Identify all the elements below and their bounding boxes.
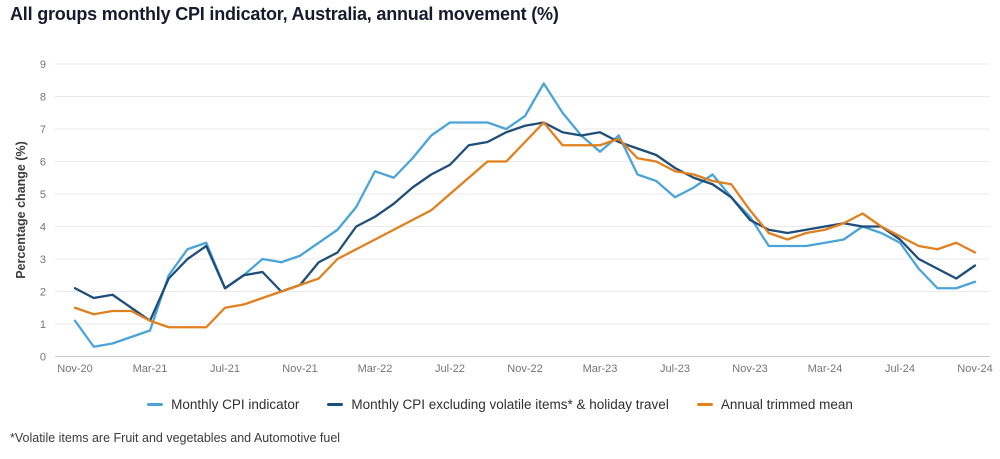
svg-text:5: 5 [40,189,46,201]
y-axis-tick-labels: 0 1 2 3 4 5 6 7 8 9 [40,59,46,364]
svg-text:8: 8 [40,92,46,104]
svg-text:Nov-22: Nov-22 [507,363,542,375]
svg-text:Mar-24: Mar-24 [808,363,843,375]
series-line-2 [73,121,977,329]
legend-item-trimmed-mean[interactable]: Annual trimmed mean [696,397,853,412]
svg-text:0: 0 [40,352,46,364]
svg-text:Jul-22: Jul-22 [435,363,465,375]
legend-label: Monthly CPI indicator [171,397,300,412]
svg-text:Nov-24: Nov-24 [957,363,992,375]
svg-text:Mar-22: Mar-22 [358,363,393,375]
legend-label: Annual trimmed mean [720,397,853,412]
svg-text:2: 2 [40,287,46,299]
chart-legend: Monthly CPI indicator Monthly CPI exclud… [0,397,1000,412]
legend-label: Monthly CPI excluding volatile items* & … [351,397,669,412]
page-title: All groups monthly CPI indicator, Austra… [10,4,559,24]
svg-text:Nov-23: Nov-23 [732,363,767,375]
svg-text:Jul-23: Jul-23 [660,363,690,375]
legend-item-cpi-excluding-volatile[interactable]: Monthly CPI excluding volatile items* & … [327,397,669,412]
footnote: *Volatile items are Fruit and vegetables… [10,431,341,445]
svg-text:Mar-21: Mar-21 [133,363,168,375]
gridlines [55,63,990,357]
x-axis-tick-labels: Nov-20 Mar-21 Jul-21 Nov-21 Mar-22 Jul-22 Nov-… [57,363,992,375]
svg-text:Mar-23: Mar-23 [583,363,618,375]
line-swatch-icon [696,403,713,406]
y-axis-title: Percentage change (%) [14,141,28,279]
svg-text:1: 1 [40,319,46,331]
svg-text:3: 3 [40,254,46,266]
series-line-0 [73,82,977,348]
svg-text:9: 9 [40,59,46,71]
svg-text:6: 6 [40,157,46,169]
line-swatch-icon [327,403,344,406]
series-line-1 [73,121,977,322]
svg-text:Nov-21: Nov-21 [282,363,317,375]
legend-item-monthly-cpi[interactable]: Monthly CPI indicator [147,397,299,412]
svg-text:Nov-20: Nov-20 [57,363,92,375]
svg-text:Jul-24: Jul-24 [885,363,915,375]
svg-text:4: 4 [40,222,46,234]
series-lines [73,82,977,348]
svg-text:Jul-21: Jul-21 [210,363,240,375]
line-swatch-icon [147,403,164,406]
svg-text:7: 7 [40,124,46,136]
